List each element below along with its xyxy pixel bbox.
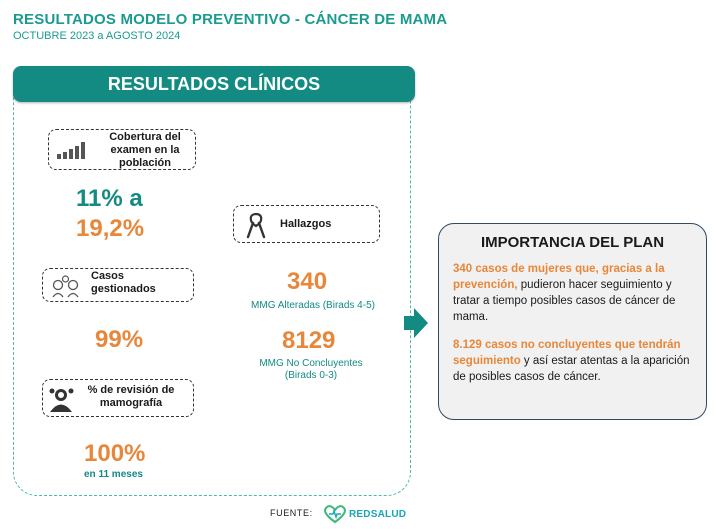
plan-paragraph-1-text: pudieron hacer seguimiento y tratar a ti… — [453, 279, 676, 323]
redsalud-logo-icon — [324, 505, 346, 524]
review-label-box: % de revisión de mamografía — [42, 379, 194, 417]
plan-paragraph-2-text: y así estar atentas a la aparición de po… — [453, 355, 690, 383]
review-label: % de revisión de mamografía — [87, 384, 175, 409]
clinical-results-title: RESULTADOS CLÍNICOS — [107, 73, 321, 94]
plan-importance-card: IMPORTANCIA DEL PLAN 340 casos de mujere… — [438, 223, 707, 420]
inconclusive-label-2: (Birads 0-3) — [284, 370, 338, 381]
coverage-label: Cobertura del examen en la población — [109, 131, 181, 169]
cases-value: 99% — [95, 326, 144, 353]
page-title: RESULTADOS MODELO PREVENTIVO - CÁNCER DE… — [13, 11, 448, 28]
review-note: en 11 meses — [84, 469, 143, 480]
findings-label-box: Hallazgos — [233, 205, 380, 243]
inconclusive-value: 8129 — [282, 327, 336, 354]
coverage-label-box: Cobertura del examen en la población — [48, 129, 196, 170]
review-value: 100% — [84, 440, 146, 467]
mammography-review-icon — [49, 388, 74, 412]
redsalud-logo-text: REDSALUD — [349, 509, 407, 520]
source-label: FUENTE: — [270, 508, 313, 518]
coverage-value-low: 11% a — [76, 185, 143, 212]
arrow-right-icon — [404, 308, 428, 338]
inconclusive-label-1: MMG No Concluyentes — [259, 358, 363, 369]
plan-paragraph-2-highlight: 8.129 casos no concluyentes que tendrán … — [453, 339, 681, 367]
altered-label: MMG Alteradas (Birads 4-5) — [251, 300, 375, 311]
coverage-value-high: 19,2% — [76, 215, 145, 242]
plan-paragraph-2: 8.129 casos no concluyentes que tendrán … — [453, 337, 692, 385]
page-subtitle: OCTUBRE 2023 a AGOSTO 2024 — [13, 30, 181, 42]
awareness-ribbon-icon — [246, 212, 266, 239]
plan-title: IMPORTANCIA DEL PLAN — [480, 234, 665, 251]
cases-label-box: Casos gestionados — [42, 268, 194, 302]
signal-bars-icon — [57, 142, 85, 159]
plan-paragraph-1: 340 casos de mujeres que, gracias a la p… — [453, 261, 692, 325]
altered-value: 340 — [287, 268, 328, 295]
cases-label: Casos gestionados — [91, 270, 156, 295]
findings-label: Hallazgos — [280, 218, 332, 230]
plan-paragraph-1-highlight: 340 casos de mujeres que, gracias a la p… — [453, 263, 665, 291]
clinical-results-header: RESULTADOS CLÍNICOS — [13, 66, 415, 102]
people-gear-icon — [52, 275, 79, 298]
clinical-results-frame — [13, 84, 411, 496]
